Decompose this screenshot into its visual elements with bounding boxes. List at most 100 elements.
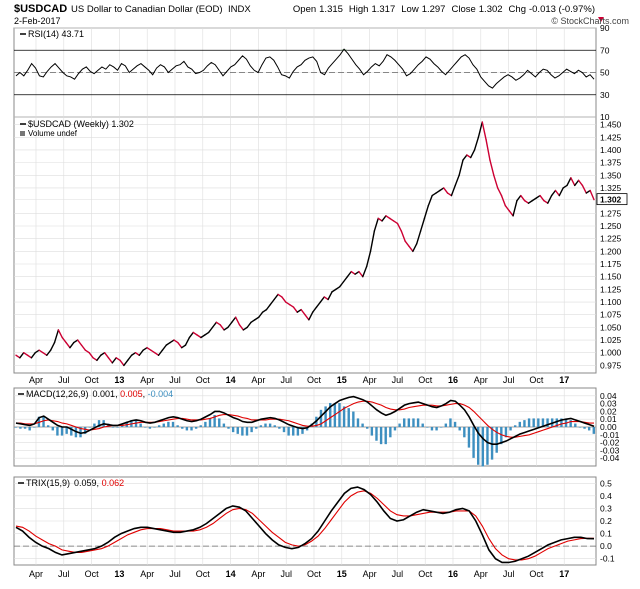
price-segment [520, 194, 526, 202]
price-segment [296, 308, 302, 313]
macd-histogram-bar [435, 427, 438, 431]
y-tick-label: 1.325 [600, 183, 622, 193]
trix-line [15, 486, 595, 564]
price-segment [69, 341, 75, 349]
y-tick-label: 1.175 [600, 259, 622, 269]
price-segment [566, 177, 572, 187]
macd-title-value: 0.001 [93, 389, 116, 399]
x-tick-label: Oct [196, 375, 211, 385]
macd-histogram-bar [185, 427, 189, 431]
macd-histogram-bar [42, 416, 45, 427]
macd-histogram-bar [463, 427, 466, 438]
y-tick-label: 0.01 [600, 414, 617, 424]
trix-title-signal: 0.062 [102, 478, 125, 488]
macd-histogram-bar [282, 427, 286, 433]
y-tick-label: 0.0 [600, 541, 612, 551]
price-segment [49, 341, 56, 351]
macd-histogram-bar [338, 402, 341, 427]
price-segment [346, 270, 352, 278]
volume-legend-icon [20, 131, 25, 136]
price-segment [554, 189, 561, 197]
close-value: 1.302 [479, 4, 503, 15]
price-segment [543, 199, 549, 204]
price-segment [23, 352, 29, 356]
macd-title-hist: -0.004 [148, 389, 174, 399]
open-label: Open [293, 4, 316, 15]
price-segment [504, 205, 510, 212]
price-segment [76, 339, 83, 346]
y-tick-label: 0.3 [600, 503, 612, 513]
rsi-legend: RSI(14) 43.71 [20, 29, 84, 39]
price-segment [219, 324, 225, 331]
price-segment [531, 197, 537, 202]
price-segment [180, 344, 187, 349]
macd-histogram-bar [500, 427, 503, 445]
x-tick-label: Oct [307, 375, 322, 385]
macd-histogram-bar [14, 427, 17, 428]
macd-histogram-bar [421, 423, 424, 427]
price-segment [107, 357, 114, 364]
x-tick-label: 16 [448, 569, 458, 579]
low-value: 1.297 [422, 4, 446, 15]
x-tick-label: Jul [169, 569, 181, 579]
price-segment [134, 352, 141, 356]
x-tick-label: Oct [85, 375, 100, 385]
price-segment [269, 298, 275, 306]
price-segment [523, 199, 530, 204]
price-segment [250, 319, 256, 324]
macd-histogram-bar [523, 420, 526, 427]
macd-histogram-bar [181, 427, 184, 429]
x-tick-label: 17 [559, 375, 569, 385]
x-tick-label: Apr [251, 375, 265, 385]
price-segment [88, 352, 94, 359]
macd-histogram-bar [227, 427, 230, 429]
macd-histogram-bar [366, 427, 369, 429]
price-segment [512, 199, 518, 217]
price-segment [450, 184, 456, 197]
price-segment [342, 275, 349, 283]
x-tick-label: Apr [474, 375, 488, 385]
axis-labels: Apr Jul Oct 13 Apr Jul Oct 14 Apr Jul Oct 15 Apr Jul O… [29, 23, 628, 579]
price-segment [281, 296, 287, 303]
price-segment [585, 189, 591, 194]
price-segment [273, 293, 279, 301]
macd-histogram-bar [23, 427, 27, 429]
macd-histogram-bar [236, 427, 239, 434]
price-segment [254, 316, 260, 321]
price-segment [46, 349, 52, 356]
macd-histogram-bar [51, 427, 54, 431]
price-segment [454, 174, 460, 187]
y-tick-label: 1.150 [600, 272, 622, 282]
y-tick-label: 1.350 [600, 170, 622, 180]
price-segment [26, 354, 33, 359]
x-tick-label: Oct [418, 375, 433, 385]
x-tick-label: Apr [363, 569, 377, 579]
macd-histogram-bar [449, 418, 452, 427]
macd-histogram-bar [28, 427, 31, 431]
open-value: 1.315 [319, 4, 343, 15]
price-segment [431, 192, 437, 197]
x-tick-label: Apr [251, 569, 265, 579]
x-tick-label: Jul [280, 375, 292, 385]
price-segment [246, 321, 252, 329]
x-tick-label: 15 [337, 569, 347, 579]
date-label: 2-Feb-2017 [14, 16, 61, 26]
y-tick-label: 1.400 [600, 145, 622, 155]
price-segment [446, 192, 453, 197]
macd-histogram-bar [79, 427, 82, 438]
price-segment [15, 354, 21, 359]
price-segment [165, 341, 171, 346]
price-segment [335, 286, 341, 291]
y-tick-label: 1.225 [600, 234, 622, 244]
price-segment [80, 344, 87, 351]
macd-histogram-bar [250, 427, 253, 433]
trix-title: TRIX(15,9) 0.059, 0.062 [26, 478, 124, 488]
macd-histogram-bar [407, 418, 411, 427]
macd-histogram-bar [56, 427, 59, 436]
y-tick-label: 0.00 [600, 422, 617, 432]
price-segment [188, 331, 194, 339]
price-segment [100, 352, 106, 356]
price-segment [323, 296, 329, 301]
ohlc-summary: Open 1.315 High 1.317 Low 1.297 Close 1.302 Chg -… [293, 4, 595, 15]
price-segment [462, 154, 468, 161]
